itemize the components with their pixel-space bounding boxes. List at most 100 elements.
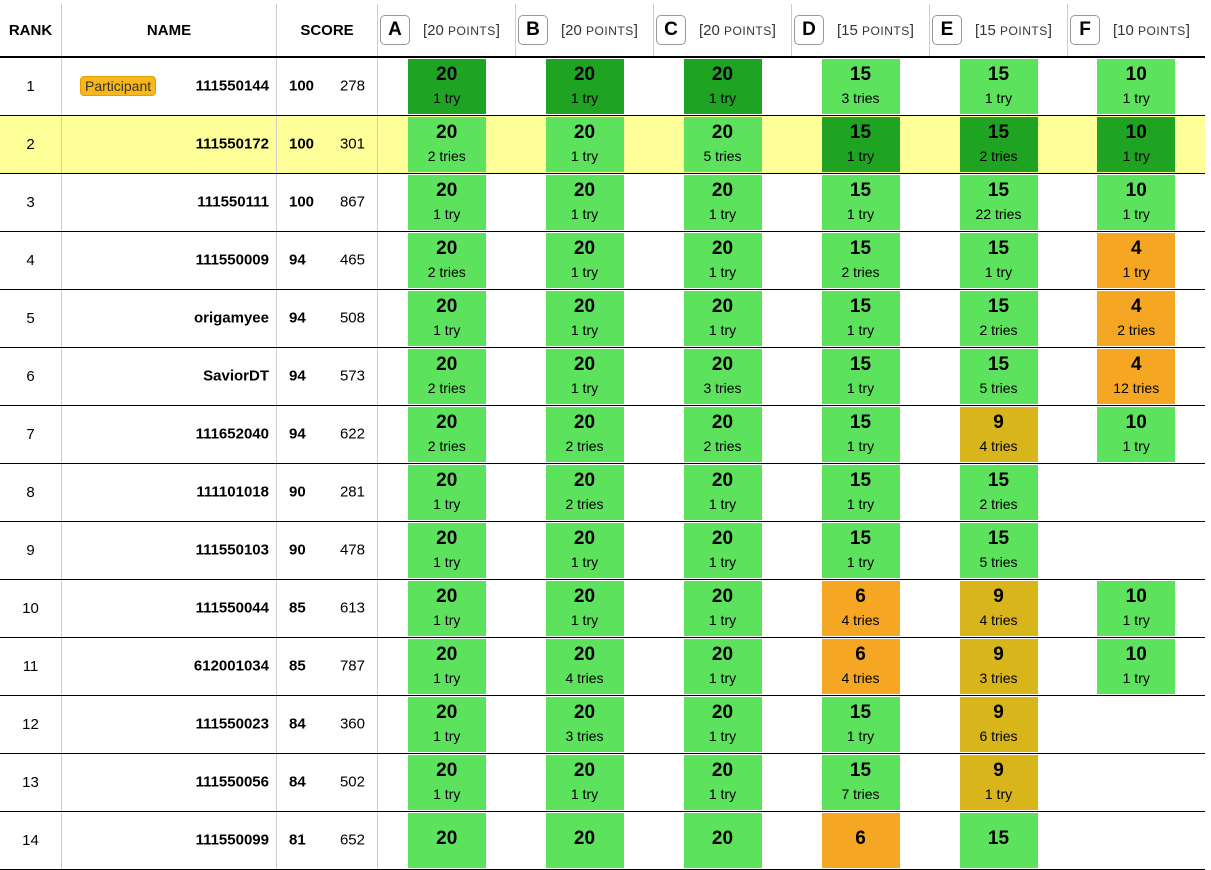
result-box[interactable]: 9 4 tries xyxy=(959,406,1038,462)
problem-cell[interactable]: 15 7 tries xyxy=(791,753,930,812)
contestant-name[interactable]: 612001034 xyxy=(193,657,269,675)
result-box[interactable]: 9 6 tries xyxy=(959,696,1038,752)
problem-cell[interactable]: 10 1 try xyxy=(1067,115,1205,174)
problem-cell[interactable]: 20 1 try xyxy=(653,579,792,638)
problem-cell[interactable]: 15 1 try xyxy=(791,289,930,348)
problem-cell[interactable]: 6 4 tries xyxy=(791,637,930,696)
problem-cell[interactable]: 15 2 tries xyxy=(929,289,1068,348)
result-box[interactable]: 20 2 tries xyxy=(407,232,486,288)
problem-cell[interactable]: 20 1 try xyxy=(515,753,654,812)
contestant-name[interactable]: 111550111 xyxy=(197,193,269,211)
result-box[interactable]: 9 3 tries xyxy=(959,638,1038,694)
result-box[interactable]: 20 1 try xyxy=(683,754,762,810)
result-box[interactable]: 20 1 try xyxy=(407,464,486,520)
result-box[interactable]: 20 1 try xyxy=(683,522,762,578)
result-box[interactable]: 9 1 try xyxy=(959,754,1038,810)
problem-cell[interactable]: 15 22 tries xyxy=(929,173,1068,232)
problem-cell[interactable]: 4 1 try xyxy=(1067,231,1205,290)
result-box[interactable]: 20 1 try xyxy=(407,754,486,810)
result-box[interactable]: 20 3 tries xyxy=(545,696,624,752)
problem-header-f[interactable]: F [10 POINTS] xyxy=(1067,4,1205,58)
problem-cell[interactable]: 10 1 try xyxy=(1067,637,1205,696)
problem-cell[interactable]: 15 1 try xyxy=(791,405,930,464)
contestant-name[interactable]: origamyee xyxy=(193,309,269,327)
problem-cell[interactable]: 20 1 try xyxy=(515,521,654,580)
result-box[interactable]: 20 1 try xyxy=(545,580,624,636)
problem-cell[interactable]: 9 1 try xyxy=(929,753,1068,812)
problem-cell[interactable]: 15 1 try xyxy=(929,57,1068,116)
result-box[interactable]: 20 1 try xyxy=(407,522,486,578)
problem-cell[interactable]: 4 2 tries xyxy=(1067,289,1205,348)
result-box[interactable]: 15 7 tries xyxy=(821,754,900,810)
problem-cell[interactable]: 15 5 tries xyxy=(929,521,1068,580)
result-box[interactable]: 4 1 try xyxy=(1097,232,1176,288)
result-box[interactable]: 20 1 try xyxy=(683,696,762,752)
result-box[interactable]: 20 1 try xyxy=(683,58,762,114)
problem-letter[interactable]: A xyxy=(380,15,410,45)
problem-cell[interactable]: 20 1 try xyxy=(653,173,792,232)
problem-cell[interactable]: 20 1 try xyxy=(515,579,654,638)
result-box[interactable]: 15 1 try xyxy=(821,522,900,578)
problem-cell[interactable]: 10 1 try xyxy=(1067,173,1205,232)
contestant-name[interactable]: 111550103 xyxy=(195,541,269,559)
result-box[interactable]: 15 1 try xyxy=(821,290,900,346)
contestant-name[interactable]: 111550009 xyxy=(195,251,269,269)
problem-cell[interactable]: 15 1 try xyxy=(791,115,930,174)
result-box[interactable]: 20 1 try xyxy=(545,174,624,230)
result-box[interactable]: 10 1 try xyxy=(1097,638,1176,694)
problem-cell[interactable]: 20 1 try xyxy=(377,463,516,522)
result-box[interactable]: 20 1 try xyxy=(407,290,486,346)
problem-cell[interactable]: 20 1 try xyxy=(377,57,516,116)
problem-cell[interactable]: 10 1 try xyxy=(1067,579,1205,638)
result-box[interactable]: 15 2 tries xyxy=(821,232,900,288)
result-box[interactable]: 15 5 tries xyxy=(959,348,1038,404)
problem-header-a[interactable]: A [20 POINTS] xyxy=(377,4,516,58)
problem-cell[interactable]: 10 1 try xyxy=(1067,405,1205,464)
result-box[interactable]: 10 1 try xyxy=(1097,116,1176,172)
problem-cell[interactable]: 20 1 try xyxy=(515,57,654,116)
problem-cell[interactable]: 9 4 tries xyxy=(929,405,1068,464)
result-box[interactable]: 20 1 try xyxy=(683,290,762,346)
problem-cell[interactable]: 15 1 try xyxy=(929,231,1068,290)
result-box[interactable]: 15 1 try xyxy=(821,116,900,172)
problem-cell[interactable]: 20 1 try xyxy=(653,637,792,696)
problem-cell[interactable]: 9 3 tries xyxy=(929,637,1068,696)
problem-letter[interactable]: F xyxy=(1070,15,1100,45)
problem-cell[interactable]: 20 1 try xyxy=(377,695,516,754)
problem-cell[interactable]: 20 1 try xyxy=(653,463,792,522)
result-box[interactable]: 20 1 try xyxy=(407,58,486,114)
result-box[interactable]: 15 xyxy=(959,812,1038,868)
result-box[interactable]: 15 2 tries xyxy=(959,290,1038,346)
result-box[interactable]: 15 5 tries xyxy=(959,522,1038,578)
problem-letter[interactable]: D xyxy=(794,15,824,45)
result-box[interactable]: 15 1 try xyxy=(821,464,900,520)
problem-header-e[interactable]: E [15 POINTS] xyxy=(929,4,1068,58)
problem-cell[interactable]: 6 xyxy=(791,811,930,870)
result-box[interactable]: 20 1 try xyxy=(407,580,486,636)
result-box[interactable]: 10 1 try xyxy=(1097,406,1176,462)
result-box[interactable]: 15 1 try xyxy=(821,348,900,404)
contestant-name[interactable]: 111550056 xyxy=(195,773,269,791)
result-box[interactable]: 20 1 try xyxy=(545,232,624,288)
problem-cell[interactable]: 15 2 tries xyxy=(791,231,930,290)
result-box[interactable]: 20 1 try xyxy=(545,290,624,346)
problem-header-c[interactable]: C [20 POINTS] xyxy=(653,4,792,58)
result-box[interactable]: 10 1 try xyxy=(1097,58,1176,114)
result-box[interactable]: 6 xyxy=(821,812,900,868)
problem-cell[interactable]: 20 1 try xyxy=(515,115,654,174)
result-box[interactable]: 20 2 tries xyxy=(407,116,486,172)
problem-cell[interactable]: 10 1 try xyxy=(1067,57,1205,116)
problem-header-b[interactable]: B [20 POINTS] xyxy=(515,4,654,58)
result-box[interactable]: 20 1 try xyxy=(683,232,762,288)
result-box[interactable]: 20 1 try xyxy=(545,116,624,172)
result-box[interactable]: 20 1 try xyxy=(545,348,624,404)
result-box[interactable]: 20 1 try xyxy=(545,522,624,578)
problem-cell[interactable]: 15 5 tries xyxy=(929,347,1068,406)
problem-cell[interactable]: 20 5 tries xyxy=(653,115,792,174)
problem-cell[interactable]: 9 6 tries xyxy=(929,695,1068,754)
result-box[interactable]: 20 2 tries xyxy=(683,406,762,462)
problem-cell[interactable]: 20 1 try xyxy=(377,753,516,812)
result-box[interactable]: 20 2 tries xyxy=(545,464,624,520)
problem-cell[interactable]: 20 1 try xyxy=(515,289,654,348)
problem-cell[interactable]: 20 1 try xyxy=(653,57,792,116)
